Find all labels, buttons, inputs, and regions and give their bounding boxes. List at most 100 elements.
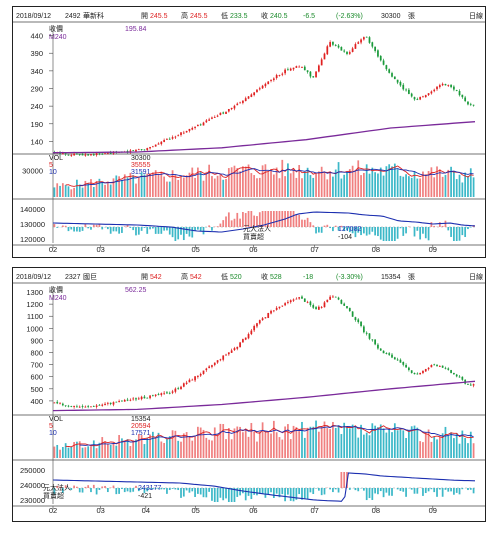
candle-body <box>95 153 98 156</box>
candle-body <box>182 132 185 134</box>
volume-bar <box>303 437 306 458</box>
inst-bar <box>140 488 143 489</box>
candle-body <box>261 318 264 321</box>
inst-bar <box>458 488 461 495</box>
inst-bar <box>357 227 360 233</box>
candle-body <box>59 403 61 405</box>
volume-bar <box>219 174 222 197</box>
price-tick-label: 900 <box>30 336 43 345</box>
inst-bar <box>298 214 301 227</box>
price-tick-label: 1100 <box>27 312 43 321</box>
inst-bar <box>261 488 264 494</box>
inst-bar <box>244 488 247 501</box>
volume-bar <box>236 168 239 197</box>
volume-bar <box>455 433 458 458</box>
candle-body <box>199 373 202 376</box>
candle-body <box>146 148 149 151</box>
candle-body <box>287 301 289 303</box>
inst-bar <box>185 488 188 491</box>
volume-bar <box>377 173 379 197</box>
inst-bar <box>458 227 461 241</box>
volume-bar <box>154 437 157 458</box>
candle-body <box>396 79 399 83</box>
volume-bar <box>182 433 185 458</box>
volume-bar <box>453 438 455 458</box>
inst-bar <box>455 227 458 241</box>
volume-bar <box>287 424 289 458</box>
volume-bar <box>365 432 368 458</box>
volume-bar <box>140 435 143 458</box>
inst-bar <box>78 488 81 493</box>
volume-bar <box>146 173 149 197</box>
volume-bar <box>154 170 157 197</box>
inst-bar <box>146 488 149 492</box>
volume-bar <box>424 432 427 458</box>
candle-body <box>154 144 157 147</box>
candle-body <box>315 71 317 78</box>
volume-bar <box>441 176 444 197</box>
volume-bar <box>106 183 109 197</box>
candle-body <box>438 366 441 367</box>
volume-bar <box>98 442 101 458</box>
inst-bar <box>472 488 475 494</box>
inst-bar <box>430 488 433 490</box>
candle-body <box>171 391 174 393</box>
ma240-line <box>52 380 476 412</box>
header-open: 542 <box>150 274 162 281</box>
candle-body <box>242 100 244 103</box>
inst-bar <box>450 488 452 492</box>
volume-bar <box>270 433 272 458</box>
volume-bar <box>388 429 391 458</box>
price-tick-label: 240 <box>30 102 43 111</box>
volume-bar <box>152 431 154 458</box>
candle-body <box>84 154 87 156</box>
inst-bar <box>149 227 151 230</box>
inst-bar <box>379 488 382 492</box>
inst-bar <box>81 227 84 231</box>
candle-body <box>270 310 272 314</box>
inst-bar <box>312 225 315 227</box>
volume-bar <box>168 436 171 458</box>
price-legend-label: 收價 <box>49 285 63 294</box>
chart-svg: 2018/09/12 2492 華新科開 245.5 高 245.5 低 233.5 收 240.… <box>13 11 485 254</box>
candle-body <box>132 398 135 400</box>
volume-legend-value: 15354 <box>131 416 151 423</box>
candle-body <box>320 307 323 308</box>
inst-bar <box>106 227 109 230</box>
candle-body <box>272 78 275 81</box>
inst-bar <box>230 220 233 227</box>
inst-bar <box>391 488 393 496</box>
inst-bar <box>461 227 464 236</box>
inst-bar <box>185 227 188 234</box>
inst-bar <box>444 220 447 227</box>
inst-holding-line <box>52 211 476 233</box>
volume-bar <box>61 446 64 458</box>
candle-body <box>323 53 326 60</box>
candle-body <box>360 321 362 326</box>
candle-body <box>292 67 295 70</box>
inst-bar <box>197 488 199 494</box>
volume-bar <box>357 437 360 458</box>
inst-bar <box>379 227 382 240</box>
inst-bar <box>256 216 258 227</box>
volume-bar <box>329 171 331 197</box>
candle-body <box>106 402 109 404</box>
candle-body <box>191 379 194 381</box>
volume-bar <box>118 435 120 458</box>
inst-bar <box>154 488 157 489</box>
volume-bar <box>160 441 163 458</box>
volume-bar <box>53 187 56 197</box>
volume-bar <box>152 172 154 197</box>
candle-body <box>303 298 306 302</box>
candle-body <box>402 84 405 90</box>
candle-body <box>354 317 357 321</box>
inst-bar <box>154 227 157 234</box>
candle-body <box>422 370 424 374</box>
volume-bar <box>298 431 301 458</box>
inst-bar <box>64 225 67 227</box>
inst-bar <box>402 488 405 492</box>
month-tick-label: 07 <box>310 506 318 515</box>
price-tick-label: 600 <box>30 373 43 382</box>
inst-bar <box>222 488 225 501</box>
volume-bar <box>329 429 331 458</box>
